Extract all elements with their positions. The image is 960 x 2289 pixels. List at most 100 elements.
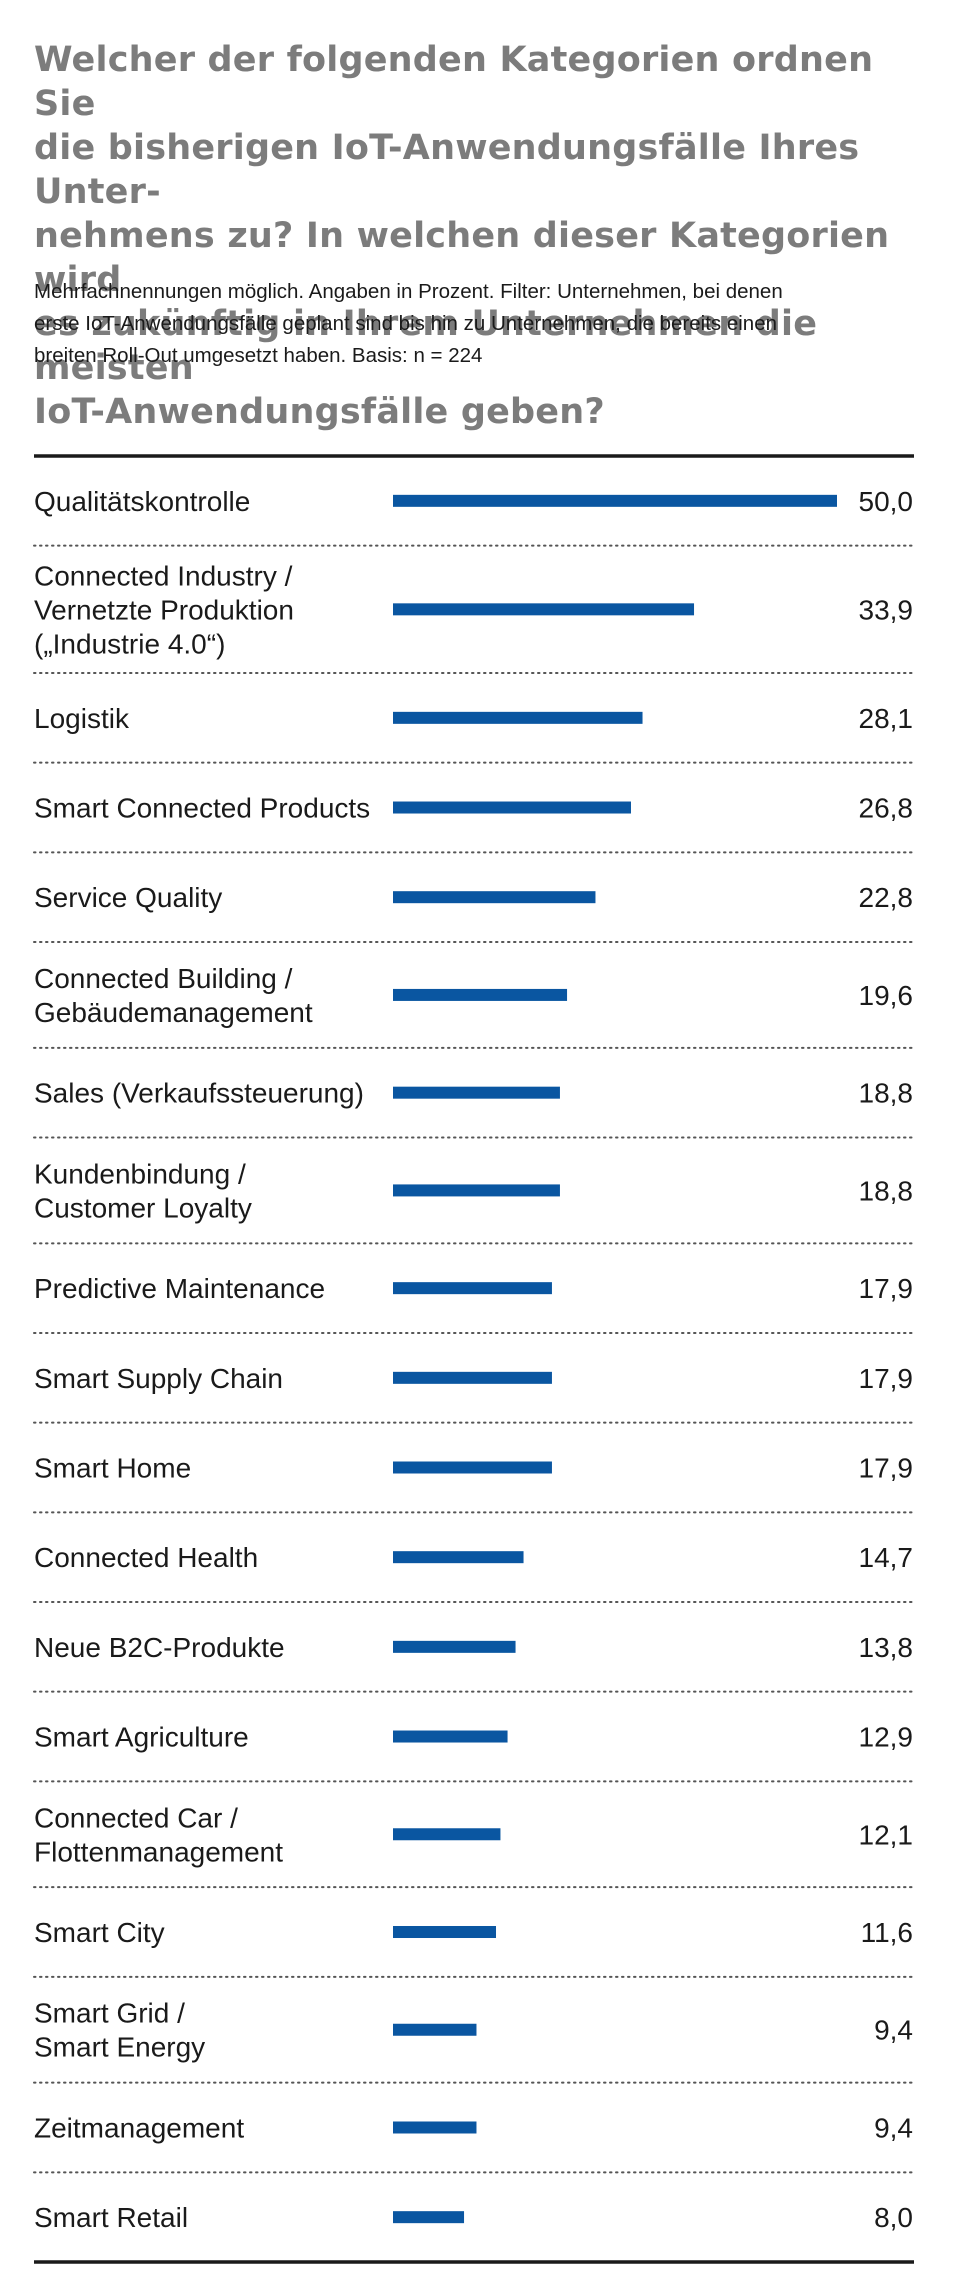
title-line: IoT-Anwendungsfälle geben? xyxy=(34,392,605,432)
value-label: 33,9 xyxy=(859,594,914,625)
category-label-line: Zeitmanagement xyxy=(34,2112,244,2143)
category-label-line: Smart City xyxy=(34,1917,165,1948)
bar-row: Qualitätskontrolle 50,0 xyxy=(34,486,913,517)
category-label-line: Smart Energy xyxy=(34,2032,205,2063)
bar-row: Smart Retail 8,0 xyxy=(34,2202,913,2233)
category-label-line: Flottenmanagement xyxy=(34,1836,283,1867)
category-label: Sales (Verkaufssteuerung) xyxy=(34,1078,364,1109)
bar-row: Logistik 28,1 xyxy=(34,703,913,734)
category-label-line: Connected Building / xyxy=(34,963,293,994)
bar-row: Connected Health 14,7 xyxy=(34,1542,913,1573)
value-label: 13,8 xyxy=(859,1632,914,1663)
category-label-line: Smart Home xyxy=(34,1453,191,1484)
category-label-line: Gebäudemanagement xyxy=(34,997,313,1028)
title-line: es zukünftig in Ihrem Unternehmen die me… xyxy=(34,304,818,388)
category-label-line: Smart Agriculture xyxy=(34,1722,249,1753)
category-label-line: Service Quality xyxy=(34,882,222,913)
category-label: Smart Supply Chain xyxy=(34,1363,283,1394)
category-label-line: Kundenbindung / xyxy=(34,1158,246,1189)
subtitle-line: breiten Roll-Out umgesetzt haben. Basis:… xyxy=(34,344,483,367)
category-label: Smart City xyxy=(34,1917,165,1948)
bar xyxy=(393,2023,477,2036)
bar xyxy=(393,1640,516,1653)
category-label-line: Qualitätskontrolle xyxy=(34,486,250,517)
value-label: 50,0 xyxy=(859,486,914,517)
bar-row: Service Quality 22,8 xyxy=(34,882,913,913)
category-label-line: Vernetzte Produktion xyxy=(34,594,294,625)
bar-row: Connected Car / Flottenmanagement 12,1 xyxy=(34,1802,913,1867)
bar xyxy=(393,988,568,1001)
bar-row: Kundenbindung / Customer Loyalty 18,8 xyxy=(34,1158,913,1223)
bar xyxy=(393,1828,501,1841)
bar xyxy=(393,494,837,507)
category-label-line: Smart Grid / xyxy=(34,1998,185,2029)
value-label: 12,1 xyxy=(859,1819,914,1850)
category-label: Neue B2C-Produkte xyxy=(34,1632,285,1663)
value-label: 18,8 xyxy=(859,1175,914,1206)
category-label-line: Smart Supply Chain xyxy=(34,1363,283,1394)
bar xyxy=(393,1371,552,1384)
title-line: Welcher der folgenden Kategorien ordnen … xyxy=(34,40,874,124)
bar xyxy=(393,1184,560,1197)
category-label-line: Customer Loyalty xyxy=(34,1192,252,1223)
value-label: 14,7 xyxy=(859,1542,914,1573)
value-label: 17,9 xyxy=(859,1363,914,1394)
category-label-line: Predictive Maintenance xyxy=(34,1273,325,1304)
bar-row: Smart Home 17,9 xyxy=(34,1453,913,1484)
bar xyxy=(393,801,631,814)
category-label: Logistik xyxy=(34,703,130,734)
bar-row: Zeitmanagement 9,4 xyxy=(34,2112,913,2143)
value-label: 9,4 xyxy=(874,2112,913,2143)
category-label: Connected Building / Gebäudemanagement xyxy=(34,963,313,1028)
value-label: 17,9 xyxy=(859,1453,914,1484)
category-label: Smart Home xyxy=(34,1453,191,1484)
bar xyxy=(393,1086,560,1099)
bar-row: Connected Building / Gebäudemanagement 19,… xyxy=(34,963,913,1028)
category-label: Qualitätskontrolle xyxy=(34,486,250,517)
category-label-line: Neue B2C-Produkte xyxy=(34,1632,285,1663)
category-label: Kundenbindung / Customer Loyalty xyxy=(34,1158,252,1223)
category-label: Smart Agriculture xyxy=(34,1722,249,1753)
category-label: Connected Car / Flottenmanagement xyxy=(34,1802,283,1867)
value-label: 28,1 xyxy=(859,703,914,734)
title-line: nehmens zu? In welchen dieser Kategorien… xyxy=(34,216,890,300)
bar xyxy=(393,1461,552,1474)
bar-row: Connected Industry / Vernetzte Produktion… xyxy=(34,560,913,659)
bar-row: Predictive Maintenance 17,9 xyxy=(34,1273,913,1304)
subtitle-line: Mehrfachnennungen möglich. Angaben in Pr… xyxy=(34,280,783,303)
category-label-line: Smart Connected Products xyxy=(34,793,370,824)
value-label: 26,8 xyxy=(859,793,914,824)
bar xyxy=(393,1926,497,1939)
bar-row: Smart City 11,6 xyxy=(34,1917,913,1948)
value-label: 11,6 xyxy=(861,1917,913,1948)
category-label: Connected Industry / Vernetzte Produktion… xyxy=(34,560,294,659)
title-line: die bisherigen IoT-Anwendungsfälle Ihres… xyxy=(34,128,860,212)
category-label: Zeitmanagement xyxy=(34,2112,244,2143)
category-label: Smart Grid / Smart Energy xyxy=(34,1998,205,2063)
bar xyxy=(393,1730,508,1743)
bar-row: Smart Agriculture 12,9 xyxy=(34,1722,913,1753)
category-label: Predictive Maintenance xyxy=(34,1273,325,1304)
value-label: 17,9 xyxy=(859,1273,914,1304)
category-label-line: Connected Car / xyxy=(34,1802,238,1833)
value-label: 22,8 xyxy=(859,882,914,913)
bar-row: Sales (Verkaufssteuerung) 18,8 xyxy=(34,1078,913,1109)
subtitle-line: erste IoT-Anwendungsfälle geplant sind b… xyxy=(34,312,778,335)
category-label-line: Logistik xyxy=(34,703,130,734)
category-label: Service Quality xyxy=(34,882,222,913)
value-label: 19,6 xyxy=(859,980,914,1011)
bar-row: Smart Connected Products 26,8 xyxy=(34,793,913,824)
chart-subtitle: Mehrfachnennungen möglich. Angaben in Pr… xyxy=(34,276,934,372)
bar-row: Neue B2C-Produkte 13,8 xyxy=(34,1632,913,1663)
category-label-line: Connected Health xyxy=(34,1542,258,1573)
bar xyxy=(393,1282,552,1295)
chart-title: Welcher der folgenden Kategorien ordnen … xyxy=(34,38,914,434)
bar xyxy=(393,2211,465,2224)
value-label: 12,9 xyxy=(859,1722,914,1753)
category-label-line: Smart Retail xyxy=(34,2202,188,2233)
bar xyxy=(393,1551,524,1564)
value-label: 18,8 xyxy=(859,1078,914,1109)
bar xyxy=(393,603,695,616)
